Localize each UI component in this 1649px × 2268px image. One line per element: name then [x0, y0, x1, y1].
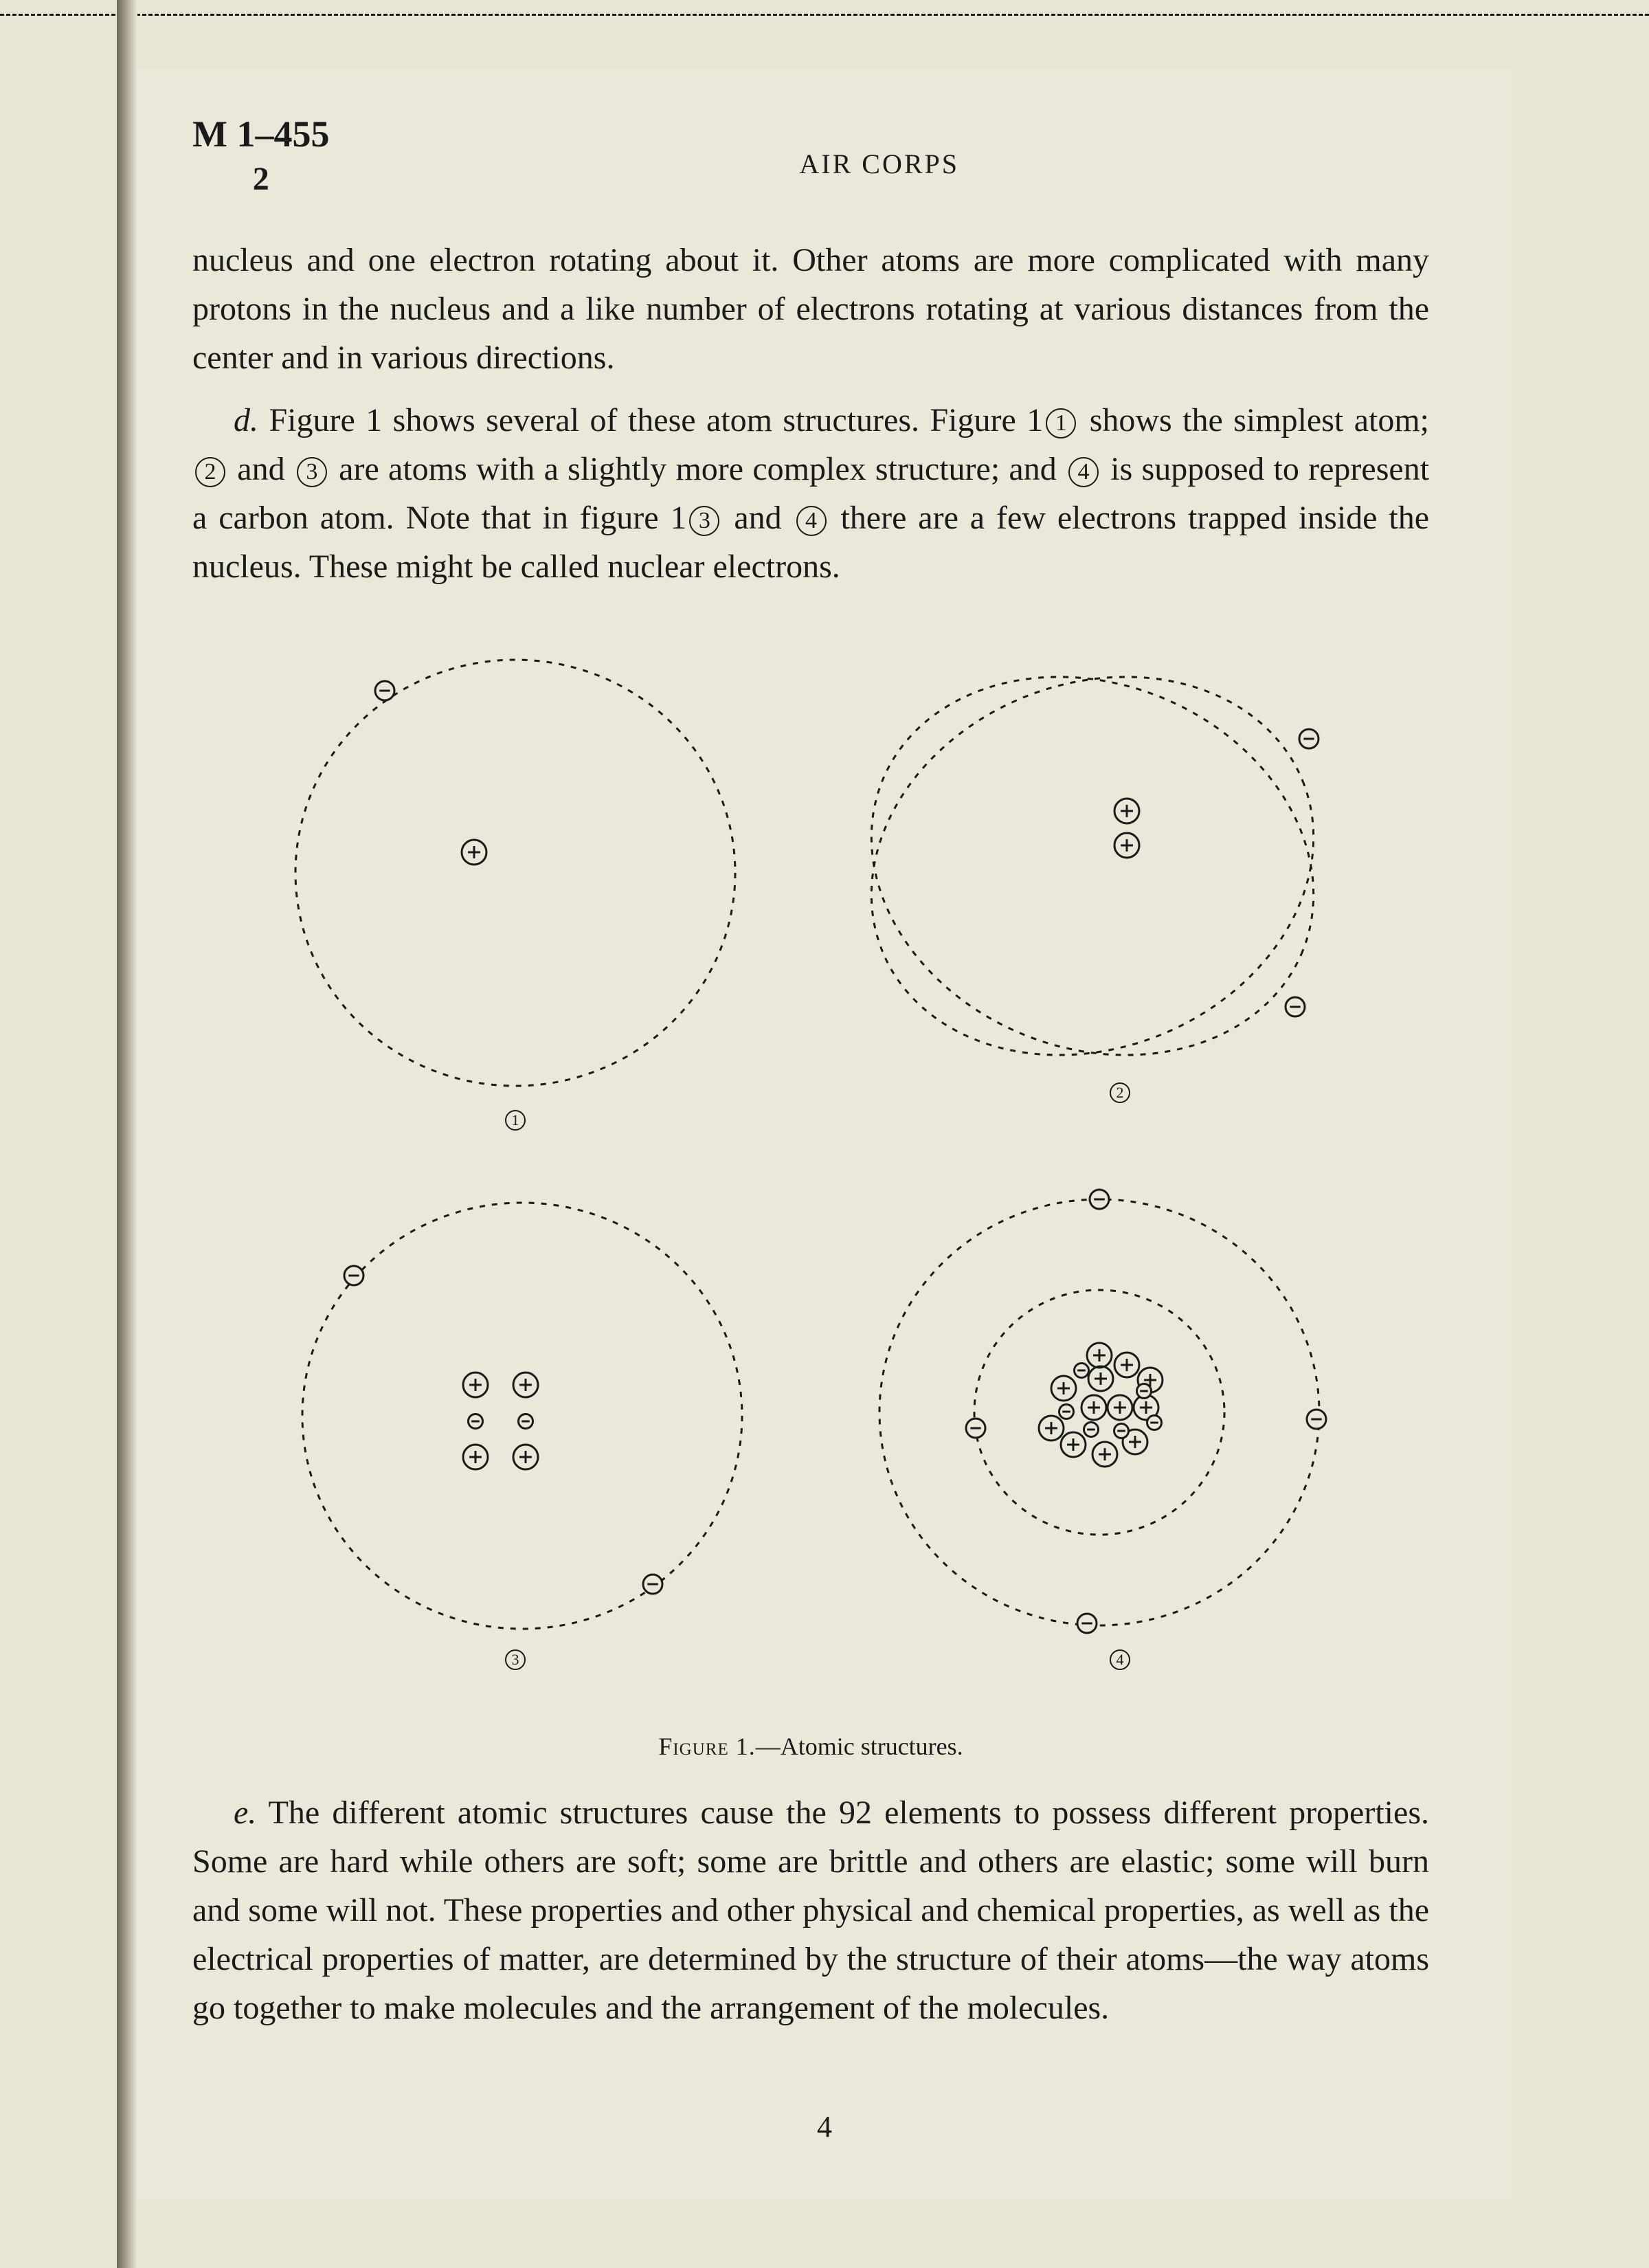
paragraph-2: d. Figure 1 shows several of these atom … — [192, 396, 1429, 591]
para1-text: nucleus and one electron rotating about … — [192, 242, 1429, 376]
para2-d: are atoms with a slightly more complex s… — [339, 451, 1057, 487]
page-container: M 1–455 2 AIR CORPS nucleus and one elec… — [137, 69, 1512, 2199]
page-number: 4 — [137, 2109, 1512, 2144]
svg-text:1: 1 — [512, 1111, 519, 1129]
page-header: M 1–455 2 AIR CORPS — [192, 110, 1429, 201]
circled-3-inline-b: 3 — [689, 506, 719, 536]
para3-lead: e. — [234, 1794, 256, 1831]
circled-2-inline: 2 — [195, 457, 225, 487]
svg-text:2: 2 — [1117, 1084, 1124, 1101]
header-section-number: 2 — [192, 158, 329, 201]
svg-text:4: 4 — [1117, 1651, 1124, 1668]
atom-diagrams-svg: 1 2 3 4 — [227, 625, 1395, 1711]
circled-3-inline: 3 — [297, 457, 327, 487]
figure-caption-rest: —Atomic structures. — [756, 1733, 963, 1760]
para2-a: Figure 1 shows several of these atom str… — [269, 402, 1043, 438]
running-title: AIR CORPS — [329, 110, 1429, 201]
circled-1-inline: 1 — [1046, 408, 1076, 438]
para2-b: shows the simplest atom; — [1090, 402, 1429, 438]
header-doc-code: M 1–455 — [192, 110, 329, 158]
para2-f: and — [734, 500, 781, 536]
binding-shadow — [117, 0, 137, 2268]
circled-4-inline-b: 4 — [796, 506, 827, 536]
circled-4-inline: 4 — [1068, 457, 1099, 487]
para2-c: and — [237, 451, 284, 487]
header-doc-code-block: M 1–455 2 — [192, 110, 329, 201]
figure-caption: Figure 1.—Atomic structures. — [192, 1732, 1429, 1761]
para3-text: The different atomic structures cause th… — [192, 1794, 1429, 2026]
figure-1: 1 2 3 4 — [227, 625, 1395, 1711]
figure-caption-lead: Figure 1. — [658, 1733, 755, 1760]
svg-text:3: 3 — [512, 1651, 519, 1668]
para2-lead: d. — [234, 402, 258, 438]
paragraph-3: e. The different atomic structures cause… — [192, 1788, 1429, 2032]
paragraph-1: nucleus and one electron rotating about … — [192, 236, 1429, 382]
page-top-dashed-edge — [0, 14, 1649, 16]
